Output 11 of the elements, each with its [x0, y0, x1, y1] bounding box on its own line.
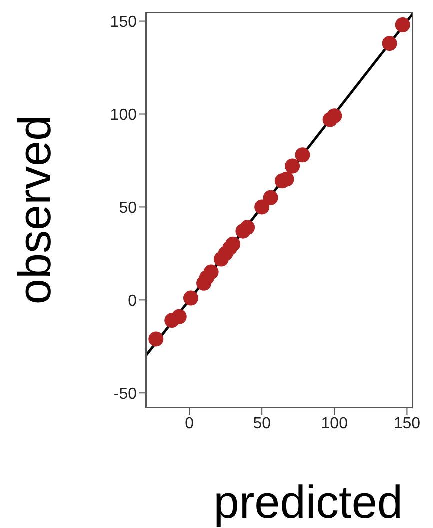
y-tick-label: 150	[110, 14, 138, 31]
y-tick-label: 50	[119, 200, 138, 217]
y-tick-label: -50	[114, 386, 138, 403]
x-axis-title: predicted	[214, 476, 403, 528]
y-tick-label: 100	[110, 106, 138, 124]
x-tick-label: 150	[394, 415, 421, 432]
x-tick-label: 50	[253, 415, 272, 432]
y-tick-label: 0	[128, 292, 138, 310]
y-axis-title: observed	[8, 115, 60, 305]
x-tick-label: 100	[321, 415, 348, 432]
x-tick-label: 0	[185, 415, 194, 432]
